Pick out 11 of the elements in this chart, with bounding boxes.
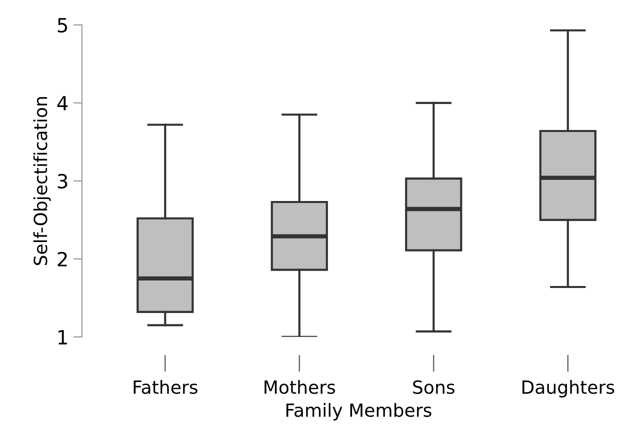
x-axis-title: Family Members (286, 403, 432, 420)
y-tick-label: 2 (58, 252, 67, 266)
y-tick-label: 4 (57, 96, 68, 110)
y-tick-label: 5 (58, 18, 68, 33)
x-tick-label: Daughters (522, 380, 614, 398)
x-tick-label: Sons (413, 380, 454, 394)
x-tick-label: Fathers (134, 380, 198, 394)
y-tick-label: 1 (58, 330, 67, 344)
y-tick-label: 3 (58, 174, 68, 189)
y-axis-title: Self-Objectification (33, 97, 51, 266)
x-tick-label: Mothers (264, 380, 336, 394)
